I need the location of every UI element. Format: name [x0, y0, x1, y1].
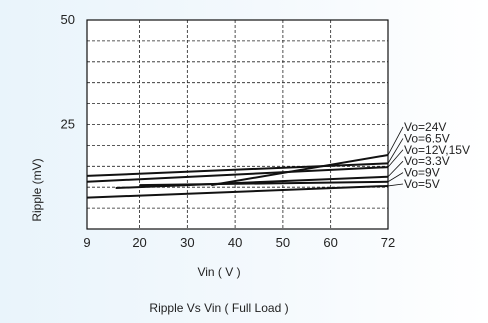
- x-tick-label: 30: [180, 235, 194, 250]
- plot-border: [86, 19, 389, 230]
- legend-leader-line: [387, 160, 404, 178]
- y-tick-label: 50: [61, 12, 75, 27]
- x-tick-label: 9: [83, 235, 90, 250]
- y-tick-label: 25: [61, 117, 75, 132]
- legend-label: Vo=5V: [404, 177, 440, 191]
- chart-title: Ripple Vs Vin ( Full Load ): [149, 301, 288, 315]
- x-tick-label: 50: [276, 235, 290, 250]
- series-line: [115, 175, 389, 190]
- x-tick-label: 72: [381, 235, 395, 250]
- series-line: [86, 166, 389, 183]
- y-axis-label: Ripple (mV): [30, 158, 44, 221]
- x-axis-label: Vin ( V ): [197, 265, 240, 279]
- legend-leader-line: [387, 126, 404, 156]
- legend-label: Vo=9V: [404, 166, 440, 180]
- legend-label: Vo=12V,15V: [404, 143, 470, 157]
- series-line: [139, 180, 389, 187]
- x-tick-labels: 9 20 30 40 50 60 72: [83, 235, 395, 250]
- y-tick-labels: 25 50: [61, 12, 75, 132]
- legend-leader-line: [387, 149, 404, 168]
- grid: [87, 20, 388, 229]
- x-tick-label: 20: [132, 235, 146, 250]
- legend-leader-line: [387, 138, 404, 164]
- legend-label: Vo=6.5V: [404, 131, 450, 145]
- x-tick-label: 60: [323, 235, 337, 250]
- series-line: [86, 162, 389, 177]
- series-line: [86, 184, 389, 199]
- series-line: [211, 154, 389, 187]
- x-tick-label: 40: [228, 235, 242, 250]
- legend-label: Vo=3.3V: [404, 154, 450, 168]
- series-lines: [86, 154, 389, 199]
- legend-label: Vo=24V: [404, 120, 446, 134]
- legend-leader-line: [387, 172, 404, 183]
- legend-leader-line: [387, 183, 404, 187]
